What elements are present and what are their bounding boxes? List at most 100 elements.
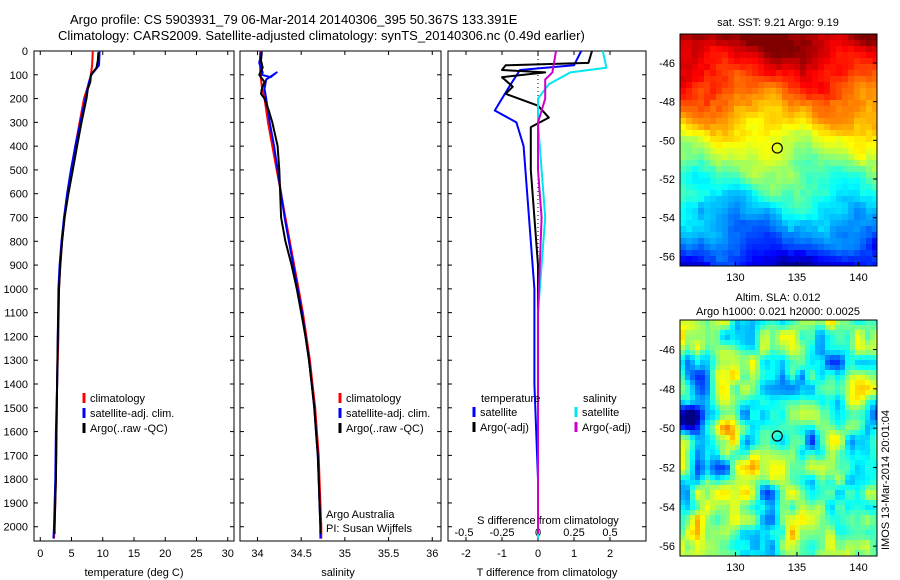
- sst-map-cell-793: [686, 178, 693, 185]
- sla-map-cell-387: [815, 365, 821, 371]
- sst-map-cell-1059: [698, 226, 705, 233]
- sla-map-cell-1314: [850, 480, 856, 486]
- sla-map-cell-588: [820, 390, 826, 396]
- sla-map-cell-1143: [795, 460, 801, 466]
- sla-map-cell-1436: [860, 495, 866, 501]
- sla-map-cell-1819: [775, 545, 781, 551]
- sst-map-cell-853: [848, 184, 855, 191]
- sla-map-cell-1384: [800, 490, 806, 496]
- sst-map-cell-1168: [758, 244, 765, 251]
- sla-map-cell-1693: [745, 530, 751, 536]
- sla-map-cell-749: [825, 410, 831, 416]
- sst-map-cell-887: [854, 190, 861, 197]
- sla-map-cell-140: [780, 335, 786, 341]
- sla-map-cell-1734: [750, 535, 756, 541]
- depth-tick-label-7: 700: [10, 213, 28, 225]
- sst-map-cell-380: [782, 100, 789, 107]
- sla-map-cell-1713: [845, 530, 851, 536]
- sst-map-cell-536: [728, 130, 735, 137]
- sst-map-cell-604: [740, 142, 747, 149]
- sla-map-cell-1589: [825, 515, 831, 521]
- sla-map-cell-1216: [760, 470, 766, 476]
- sst-map-cell-621: [842, 142, 849, 149]
- sst-map-cell-271: [722, 82, 729, 89]
- sla-map-cell-1409: [725, 495, 731, 501]
- sla-map-cell-520: [680, 385, 686, 391]
- sla-map-cell-1173: [745, 465, 751, 471]
- sst-map-cell-212: [764, 70, 771, 77]
- sla-map-cell-1305: [805, 480, 811, 486]
- sla-map-cell-509: [825, 380, 831, 386]
- sla-map-cell-1658: [770, 525, 776, 531]
- sla-map-cell-1337: [765, 485, 771, 491]
- sla-map-cell-1385: [805, 490, 811, 496]
- sst-map-cell-418: [812, 106, 819, 113]
- sla-map-cell-881: [685, 430, 691, 436]
- sla-map-cell-1421: [785, 495, 791, 501]
- sst-map-cell-1050: [842, 220, 849, 227]
- x-tick-label-2-1: -1: [497, 548, 507, 560]
- sst-map-cell-562: [686, 136, 693, 143]
- sla-map-cell-713: [845, 405, 851, 411]
- sla-map-y-tick-label-4: -54: [659, 502, 675, 514]
- sla-map-cell-1077: [865, 450, 871, 456]
- sla-map-cell-1781: [785, 540, 791, 546]
- sst-map-cell-304: [722, 88, 729, 95]
- sla-map-cell-1807: [715, 545, 721, 551]
- sst-map-cell-431: [692, 112, 699, 119]
- sst-map-cell-272: [728, 82, 735, 89]
- sla-map-cell-1340: [780, 485, 786, 491]
- sla-map-cell-528: [720, 385, 726, 391]
- sdiff-axis-label: S difference from climatology: [477, 515, 619, 527]
- sst-map-cell-1271: [782, 262, 789, 266]
- sla-map-cell-1059: [775, 450, 781, 456]
- sla-map-cell-909: [825, 430, 831, 436]
- sst-map-cell-975: [788, 208, 795, 215]
- sla-map-cell-457: [765, 375, 771, 381]
- sla-map-cell-961: [685, 440, 691, 446]
- sla-map-cell-316: [860, 355, 866, 361]
- sla-map-cell-910: [830, 430, 836, 436]
- sst-map-cell-530: [692, 130, 699, 137]
- sla-map-cell-96: [760, 330, 766, 336]
- sla-map-cell-1372: [740, 490, 746, 496]
- sla-map-cell-1566: [710, 515, 716, 521]
- sla-map-cell-1729: [725, 535, 731, 541]
- sst-map-cell-845: [800, 184, 807, 191]
- sst-map-cell-1072: [776, 226, 783, 233]
- sst-map-cell-904: [758, 196, 765, 203]
- sst-map-cell-18: [788, 34, 795, 41]
- sla-map-cell-5: [705, 320, 711, 326]
- sst-map-cell-957: [680, 208, 687, 215]
- sst-map-cell-1214: [836, 250, 843, 257]
- sla-map-cell-1416: [760, 495, 766, 501]
- sst-map-cell-159: [842, 58, 849, 65]
- sla-map-cell-775: [755, 415, 761, 421]
- sla-map-cell-1094: [750, 455, 756, 461]
- sst-map-cell-638: [746, 148, 753, 155]
- sla-map-cell-1571: [735, 515, 741, 521]
- sla-map-cell-1160: [680, 465, 686, 471]
- sla-map-cell-1169: [725, 465, 731, 471]
- sla-map-cell-1797: [865, 540, 871, 546]
- sla-map-cell-1179: [775, 465, 781, 471]
- sla-map-cell-432: [840, 370, 846, 376]
- sla-map-cell-1672: [840, 525, 846, 531]
- sla-map-cell-19: [775, 320, 781, 326]
- sst-map-cell-130: [866, 52, 873, 59]
- sst-map-cell-283: [794, 82, 801, 89]
- sla-map-cell-418: [770, 370, 776, 376]
- sst-map-cell-514: [794, 124, 801, 131]
- sla-map-cell-1133: [745, 460, 751, 466]
- sst-map-cell-192: [842, 64, 849, 71]
- sla-map-cell-959: [875, 435, 877, 441]
- sla-map-cell-1369: [725, 490, 731, 496]
- sst-map-cell-979: [812, 208, 819, 215]
- sla-map-cell-1863: [795, 550, 801, 556]
- sla-map-cell-1252: [740, 475, 746, 481]
- sst-map-cell-233: [692, 76, 699, 83]
- sst-map-cell-917: [836, 196, 843, 203]
- sla-map-cell-1222: [790, 470, 796, 476]
- sst-map-cell-1043: [800, 220, 807, 227]
- sla-map-cell-88: [720, 330, 726, 336]
